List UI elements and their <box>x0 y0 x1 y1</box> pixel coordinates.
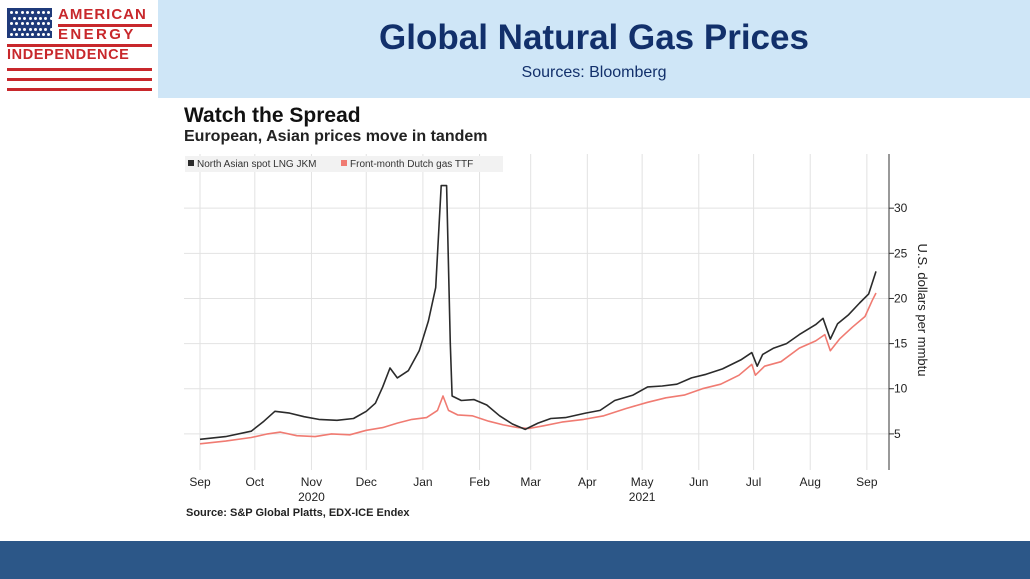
logo-stripe <box>7 88 152 91</box>
y-tick-label: 10 <box>894 382 908 396</box>
x-tick-label: Mar <box>520 475 541 489</box>
x-year-label: 2020 <box>298 490 325 504</box>
chart-subtitle: European, Asian prices move in tandem <box>184 128 488 145</box>
x-tick-label: Sep <box>856 475 878 489</box>
y-tick-label: 25 <box>894 246 908 260</box>
x-tick-label: Apr <box>578 475 597 489</box>
y-axis-label: U.S. dollars per mmbtu <box>915 244 930 377</box>
x-tick-label: Aug <box>800 475 821 489</box>
x-tick-label: Oct <box>245 475 264 489</box>
x-tick-label: Nov <box>301 475 322 489</box>
flag-icon <box>7 8 52 38</box>
chart-grid <box>184 154 889 470</box>
logo-stripe <box>7 78 152 81</box>
y-tick-label: 5 <box>894 427 901 441</box>
chart-series <box>199 184 877 445</box>
logo-line-independence: INDEPENDENCE <box>7 47 130 63</box>
footer-bar <box>0 541 1030 579</box>
x-tick-label: Dec <box>356 475 377 489</box>
legend-swatch <box>341 160 347 166</box>
slide-subtitle: Sources: Bloomberg <box>521 64 667 81</box>
logo-stripe <box>7 68 152 71</box>
slide-title: Global Natural Gas Prices <box>379 18 809 57</box>
series-line <box>199 292 877 445</box>
company-logo: AMERICAN ENERGY INDEPENDENCE <box>0 0 158 100</box>
y-tick-label: 15 <box>894 337 908 351</box>
chart-axes: 5 10 15 20 25 30 U.S. dollars per mmbtu Sep Oct N… <box>189 154 930 504</box>
series-line <box>199 184 877 441</box>
x-tick-label: May <box>631 475 654 489</box>
y-tick-label: 30 <box>894 201 908 215</box>
legend-label: Front-month Dutch gas TTF <box>350 159 473 170</box>
chart-legend: North Asian spot LNG JKM Front-month Dutc… <box>185 156 503 172</box>
x-tick-label: Jul <box>746 475 761 489</box>
x-tick-label: Feb <box>469 475 490 489</box>
logo-stripe <box>7 44 152 47</box>
legend-label: North Asian spot LNG JKM <box>197 159 317 170</box>
x-tick-label: Jan <box>413 475 432 489</box>
legend-swatch <box>188 160 194 166</box>
y-tick-label: 20 <box>894 291 908 305</box>
logo-line-american: AMERICAN <box>58 6 147 23</box>
x-year-label: 2021 <box>629 490 656 504</box>
x-tick-label: Sep <box>189 475 211 489</box>
source-note: Source: S&P Global Platts, EDX-ICE Endex <box>186 507 410 519</box>
x-tick-label: Jun <box>689 475 708 489</box>
logo-stripe <box>58 24 152 27</box>
slide-header: Global Natural Gas Prices Sources: Bloom… <box>158 0 1030 98</box>
chart-title: Watch the Spread <box>184 104 361 127</box>
logo-line-energy: ENERGY <box>58 26 136 43</box>
